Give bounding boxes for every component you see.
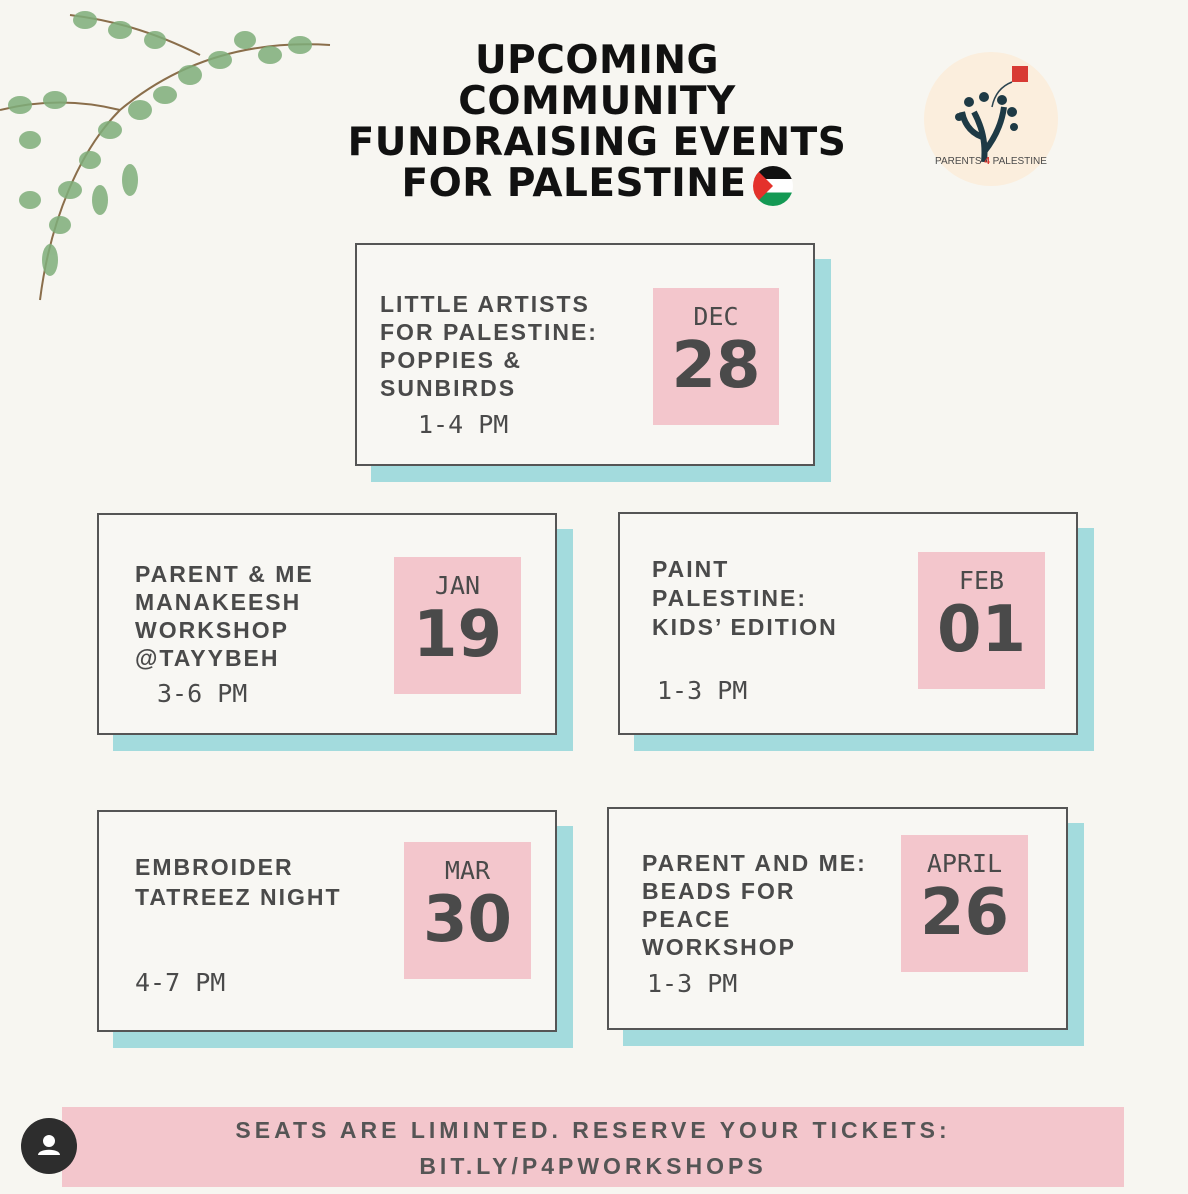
event-title-line: POPPIES & xyxy=(380,347,522,373)
event-month: APRIL xyxy=(926,849,1003,878)
title-line: COMMUNITY xyxy=(458,79,736,124)
event-title: PAINT PALESTINE: KIDS’ EDITION xyxy=(652,555,838,642)
event-month: FEB xyxy=(958,566,1005,595)
eucalyptus-leaves-decoration xyxy=(0,11,331,301)
event-day: 19 xyxy=(412,598,503,672)
event-date-box: FEB 01 xyxy=(918,552,1045,689)
event-title-line: MANAKEESH xyxy=(135,589,302,615)
event-card: LITTLE ARTISTS FOR PALESTINE: POPPIES & SUN… xyxy=(355,243,815,466)
event-title-line: BEADS FOR xyxy=(642,878,796,904)
event-title-line: PALESTINE: xyxy=(652,585,808,611)
event-title: LITTLE ARTISTS FOR PALESTINE: POPPIES & SUN… xyxy=(380,290,598,402)
svg-text:PARENTS 4 PALESTINE: PARENTS 4 PALESTINE xyxy=(935,156,1047,167)
title-line: FUNDRAISING EVENTS xyxy=(347,120,847,165)
event-day: 26 xyxy=(919,876,1010,950)
reservation-banner: SEATS ARE LIMINTED. RESERVE YOUR TICKETS… xyxy=(62,1107,1124,1187)
event-card: EMBROIDER TATREEZ NIGHT 4-7 PM MAR 30 xyxy=(97,810,557,1032)
event-card: PAINT PALESTINE: KIDS’ EDITION 1-3 PM FEB 0… xyxy=(618,512,1078,735)
event-title-line: WORKSHOP xyxy=(135,617,289,643)
event-title-line: EMBROIDER xyxy=(135,854,294,880)
person-icon xyxy=(38,1135,60,1155)
palestine-flag-icon xyxy=(752,165,793,206)
event-title-line: LITTLE ARTISTS xyxy=(380,291,590,317)
event-title-line: PEACE xyxy=(642,906,732,932)
event-title-line: KIDS’ EDITION xyxy=(652,614,838,640)
banner-text: SEATS ARE LIMINTED. RESERVE YOUR TICKETS… xyxy=(235,1117,951,1143)
event-month: MAR xyxy=(444,856,491,885)
title-line-text: FOR PALESTINE xyxy=(401,161,747,206)
event-title-line: SUNBIRDS xyxy=(380,375,517,401)
parents-4-palestine-logo: PARENTS 4 PALESTINE xyxy=(924,52,1058,186)
event-day: 01 xyxy=(936,593,1027,667)
event-title-line: PARENT AND ME: xyxy=(642,850,867,876)
event-day: 30 xyxy=(422,883,513,957)
event-month: JAN xyxy=(434,571,481,600)
event-time: 4-7 PM xyxy=(135,968,226,997)
event-day: 28 xyxy=(671,329,761,403)
event-title-line: WORKSHOP xyxy=(642,934,796,960)
event-card: PARENT & ME MANAKEESH WORKSHOP @TAYYBEH 3-6… xyxy=(97,513,557,735)
event-title: EMBROIDER TATREEZ NIGHT xyxy=(135,852,342,912)
event-time: 1-3 PM xyxy=(657,676,748,705)
title-line: FOR PALESTINE xyxy=(300,163,894,206)
event-time: 1-3 PM xyxy=(647,969,738,998)
event-date-box: DEC 28 xyxy=(653,288,779,425)
event-date-box: MAR 30 xyxy=(404,842,531,979)
event-title-line: @TAYYBEH xyxy=(135,645,280,671)
event-date-box: APRIL 26 xyxy=(901,835,1028,972)
event-title-line: PAINT xyxy=(652,556,730,582)
title-line: UPCOMING xyxy=(475,38,719,83)
page-title: UPCOMING COMMUNITY FUNDRAISING EVENTS FO… xyxy=(300,40,894,206)
event-date-box: JAN 19 xyxy=(394,557,521,694)
event-time: 3-6 PM xyxy=(157,679,248,708)
banner-link[interactable]: BIT.LY/P4PWORKSHOPS xyxy=(419,1153,767,1179)
event-card: PARENT AND ME: BEADS FOR PEACE WORKSHOP 1-3… xyxy=(607,807,1068,1030)
event-title-line: TATREEZ NIGHT xyxy=(135,884,342,910)
event-title-line: FOR PALESTINE: xyxy=(380,319,598,345)
user-avatar-button[interactable] xyxy=(21,1118,77,1174)
tree-kite-logo-icon: PARENTS 4 PALESTINE xyxy=(935,66,1047,167)
event-month: DEC xyxy=(693,302,739,331)
event-title: PARENT & ME MANAKEESH WORKSHOP @TAYYBEH xyxy=(135,560,314,672)
event-title-line: PARENT & ME xyxy=(135,561,314,587)
event-title: PARENT AND ME: BEADS FOR PEACE WORKSHOP xyxy=(642,849,867,961)
event-time: 1-4 PM xyxy=(418,410,509,439)
